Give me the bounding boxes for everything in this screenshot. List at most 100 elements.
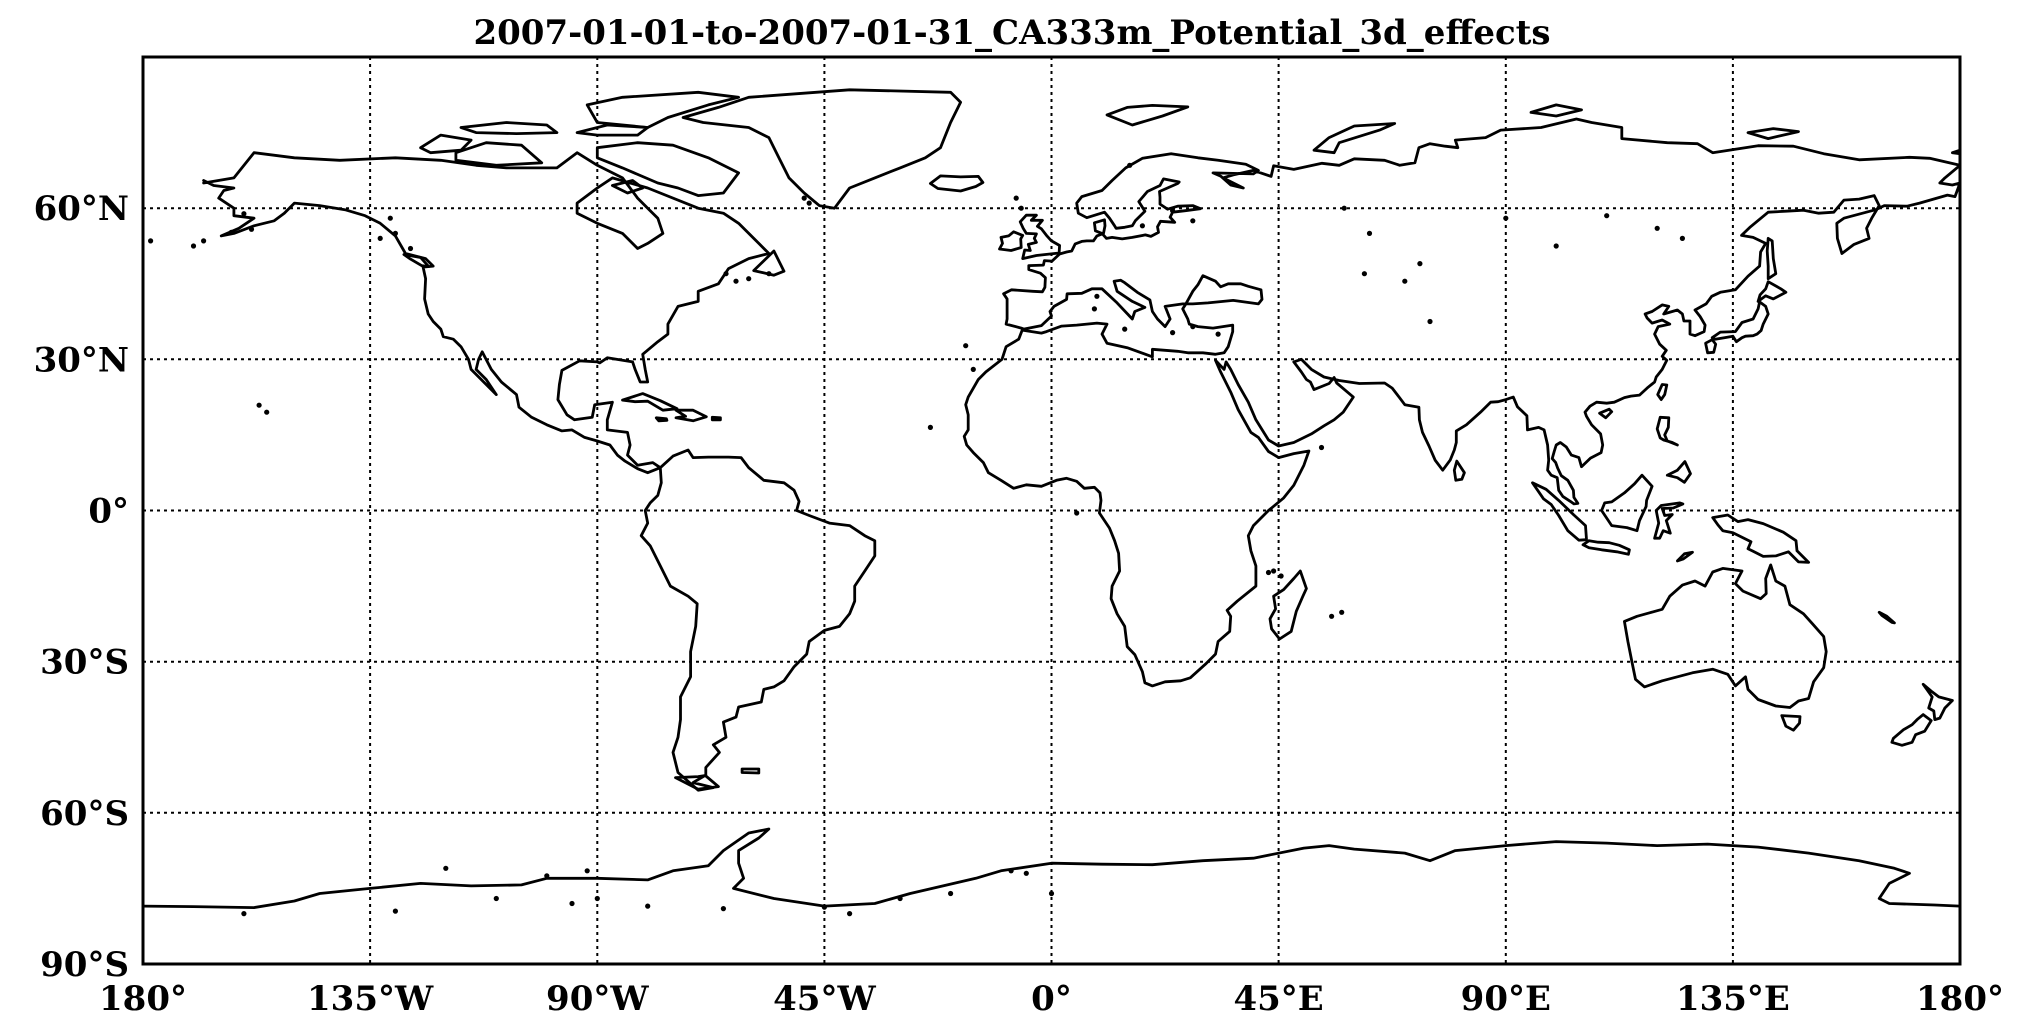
islet-marker bbox=[241, 911, 247, 917]
hispaniola-coast bbox=[674, 408, 708, 423]
map-title: 2007-01-01-to-2007-01-31_CA333m_Potentia… bbox=[473, 13, 1550, 53]
islet-marker bbox=[1402, 278, 1408, 284]
longitude-tick-label: 135°E bbox=[1676, 979, 1790, 1019]
parry-islands-coast bbox=[459, 121, 559, 135]
islet-marker bbox=[970, 366, 976, 372]
south-america-coast bbox=[639, 448, 877, 792]
falklands-coast bbox=[740, 767, 761, 775]
islet-marker bbox=[1366, 230, 1373, 236]
islet-marker bbox=[1654, 225, 1660, 231]
islet-marker bbox=[407, 245, 414, 252]
hokkaido-coast bbox=[1756, 280, 1788, 303]
islet-marker bbox=[1074, 510, 1080, 516]
greenland-coast bbox=[681, 88, 962, 210]
longitude-tick-label: 180° bbox=[99, 979, 187, 1019]
islet-marker bbox=[1271, 568, 1277, 574]
vancouver-island-coast bbox=[402, 253, 431, 268]
islet-marker bbox=[746, 276, 752, 282]
islet-marker bbox=[493, 895, 499, 902]
islet-marker bbox=[801, 195, 807, 201]
islet-marker bbox=[264, 409, 270, 415]
islet-marker bbox=[190, 243, 197, 249]
islet-marker bbox=[256, 402, 262, 408]
sri-lanka-coast bbox=[1452, 459, 1466, 482]
longitude-tick-label: 135°W bbox=[307, 979, 434, 1019]
antarctica-coast bbox=[141, 827, 1962, 909]
islet-marker bbox=[1361, 271, 1367, 277]
mindanao-coast bbox=[1665, 460, 1692, 484]
kyushu-shikoku-coast bbox=[1704, 338, 1718, 355]
tierra-del-fuego-coast bbox=[674, 774, 720, 791]
longitude-tick-label: 45°W bbox=[773, 979, 876, 1019]
longitude-tick-label: 90°W bbox=[546, 979, 649, 1019]
islet-marker bbox=[897, 895, 903, 902]
islet-marker bbox=[1329, 613, 1335, 619]
islet-marker bbox=[1094, 293, 1100, 299]
islet-marker bbox=[387, 215, 393, 221]
great-britain-coast bbox=[1018, 213, 1061, 260]
new-guinea-coast bbox=[1711, 513, 1810, 564]
puerto-rico-coast bbox=[710, 415, 722, 422]
islet-marker bbox=[392, 908, 398, 914]
new-zealand-north-coast bbox=[1921, 682, 1954, 721]
islet-marker bbox=[1604, 213, 1610, 219]
taiwan-coast bbox=[1656, 383, 1669, 401]
latitude-tick-label: 0° bbox=[88, 492, 129, 532]
latitude-labels: 60°N 30°N 0° 30°S 60°S 90°S bbox=[34, 189, 129, 985]
islet-marker bbox=[963, 343, 969, 349]
luzon-coast bbox=[1655, 415, 1679, 447]
latitude-tick-label: 90°S bbox=[40, 945, 129, 985]
islet-marker bbox=[723, 271, 729, 277]
new-caledonia-coast bbox=[1877, 610, 1896, 625]
new-zealand-south-coast bbox=[1890, 713, 1933, 747]
cuba-coast bbox=[621, 392, 679, 412]
banks-island-coast bbox=[419, 133, 473, 155]
svalbard-coast bbox=[1105, 104, 1190, 127]
islet-marker bbox=[148, 238, 154, 244]
latitude-tick-label: 60°S bbox=[40, 794, 129, 834]
islet-marker bbox=[645, 903, 651, 909]
islet-marker bbox=[1139, 223, 1145, 229]
islet-marker bbox=[392, 230, 398, 236]
islet-marker bbox=[927, 424, 934, 430]
islet-marker bbox=[766, 271, 772, 277]
islet-marker bbox=[1215, 331, 1221, 337]
novaya-zemlya-coast bbox=[1312, 122, 1397, 155]
longitude-tick-label: 90°E bbox=[1461, 979, 1551, 1019]
southampton-island-coast bbox=[611, 179, 645, 195]
tasmania-coast bbox=[1780, 714, 1802, 732]
islet-marker bbox=[201, 238, 207, 244]
latitude-tick-label: 30°S bbox=[40, 643, 129, 683]
islet-marker bbox=[443, 865, 449, 871]
islet-marker bbox=[806, 200, 812, 206]
islet-marker bbox=[1318, 444, 1325, 451]
islet-marker bbox=[1190, 324, 1196, 330]
severnaya-zemlya-coast bbox=[1529, 103, 1583, 118]
hainan-coast bbox=[1598, 407, 1614, 420]
islet-marker bbox=[1553, 243, 1559, 249]
islet-marker bbox=[1023, 870, 1029, 876]
islet-marker bbox=[1265, 569, 1272, 576]
iceland-coast bbox=[929, 174, 985, 193]
sakhalin-coast bbox=[1765, 237, 1778, 281]
sulawesi-coast bbox=[1653, 501, 1685, 540]
islet-marker bbox=[248, 226, 255, 232]
eurasia-africa-coast bbox=[962, 117, 1962, 688]
islet-marker bbox=[1013, 195, 1019, 201]
islet-layer bbox=[148, 162, 1685, 917]
islet-marker bbox=[228, 229, 234, 235]
islet-marker bbox=[1341, 205, 1347, 211]
islet-marker bbox=[720, 906, 727, 912]
longitude-tick-label: 0° bbox=[1031, 979, 1072, 1019]
australia-coast bbox=[1623, 563, 1828, 709]
islet-marker bbox=[1679, 235, 1685, 241]
latitude-tick-label: 30°N bbox=[34, 340, 129, 380]
islet-marker bbox=[733, 278, 739, 284]
islet-marker bbox=[821, 904, 828, 910]
map-frame bbox=[141, 55, 1962, 966]
islet-marker bbox=[1278, 573, 1284, 579]
ireland-coast bbox=[998, 230, 1025, 252]
islet-marker bbox=[584, 868, 590, 874]
longitude-labels: 180° 135°W 90°W 45°W 0° 45°E 90°E 135°E 180° bbox=[99, 979, 2004, 1019]
